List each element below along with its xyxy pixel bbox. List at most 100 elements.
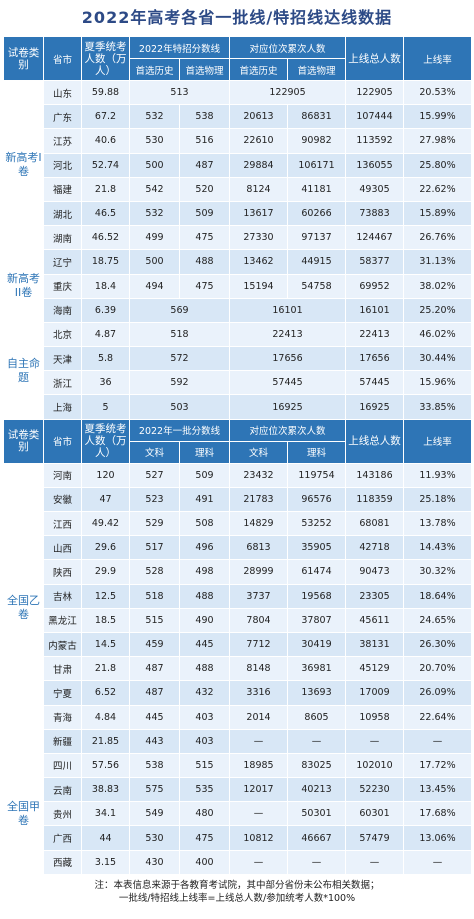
rank-cell: 22610 (229, 128, 288, 154)
rank-cell: 96576 (286, 486, 347, 513)
table-row: 黑龙江 18.5 515 490 7804 37807 45611 24.65% (4, 607, 473, 633)
rank-cell: 8605 (286, 704, 347, 730)
examinees-cell: 12.5 (81, 583, 130, 609)
rank-cell: 35905 (286, 535, 347, 561)
table-row: 甘肃 21.8 487 488 8148 36981 45129 20.70% (4, 656, 473, 682)
examinees-cell: 5 (81, 394, 130, 420)
score-cell: 475 (179, 273, 230, 299)
rate-cell: 26.09% (403, 680, 473, 706)
score-cell: 432 (179, 680, 230, 706)
examinees-cell: 59.88 (81, 79, 130, 106)
header-score-group: 2022年一批分数线 (129, 418, 230, 442)
score-cell: 529 (129, 510, 180, 537)
rank-cell: 13693 (286, 680, 347, 706)
score-cell: 500 (129, 152, 180, 178)
group-label: 全国乙卷 (3, 462, 44, 754)
table-row: 重庆 18.4 494 475 15194 54758 69952 38.02% (4, 273, 473, 299)
province-cell: 湖北 (43, 200, 82, 227)
score-cell: 487 (129, 680, 180, 706)
table-row: 宁夏 6.52 487 432 3316 13693 17009 26.09% (4, 680, 473, 706)
header-wenke-score: 文科 (129, 440, 180, 464)
table-row: 江西 49.42 529 508 14829 53252 68081 13.78% (4, 510, 473, 537)
table-row: 贵州 34.1 549 480—50301 60301 17.68% (4, 801, 473, 827)
score-cell: 503 (129, 394, 230, 420)
rank-cell: 122905 (228, 79, 347, 106)
total-cell: 42718 (345, 535, 405, 561)
examinees-cell: 29.9 (81, 559, 130, 585)
rank-cell: 12017 (229, 777, 288, 803)
total-cell: 143186 (345, 462, 405, 488)
score-cell: 517 (129, 535, 180, 561)
province-cell: 浙江 (43, 370, 82, 396)
header-physics-score: 首选物理 (179, 58, 230, 81)
province-cell: 河南 (43, 462, 82, 488)
province-cell: 安徽 (43, 486, 82, 513)
examinees-cell: 18.75 (81, 249, 130, 275)
total-cell: 16925 (345, 394, 405, 420)
rank-cell: 20613 (229, 104, 288, 130)
score-cell: 443 (129, 728, 180, 754)
rate-cell: 18.64% (403, 583, 473, 609)
total-cell: 69952 (345, 273, 405, 299)
examinees-cell: 38.83 (81, 777, 130, 803)
rank-cell: 50301 (286, 801, 347, 827)
rank-cell: 22413 (228, 321, 347, 348)
province-cell: 西藏 (43, 849, 82, 875)
table-row: 福建 21.8 542 520 8124 41181 49305 22.62% (4, 176, 473, 202)
header-examinees: 夏季统考人数（万人） (81, 36, 130, 81)
score-cell: 430 (129, 849, 180, 875)
rank-cell: 15194 (229, 273, 288, 299)
score-cell: 518 (129, 583, 180, 609)
score-cell: 400 (179, 849, 230, 875)
total-cell: 10958 (345, 704, 405, 730)
table-row: 新高考I卷 山东 59.88 513 122905 122905 20.53% (3, 79, 473, 251)
score-cell: 575 (129, 777, 180, 803)
rate-cell: 25.80% (403, 152, 473, 178)
total-cell: — (345, 849, 405, 875)
examinees-cell: 47 (81, 486, 130, 513)
rank-cell: 21783 (229, 486, 288, 513)
total-cell: 58377 (345, 249, 405, 275)
examinees-cell: 18.5 (81, 607, 130, 633)
rank-cell: 27330 (229, 225, 288, 251)
table-row: 湖南 46.52 499 475 27330 97137 124467 26.76% (4, 225, 473, 251)
header-province: 省市 (43, 418, 82, 464)
total-cell: 113592 (345, 128, 405, 154)
province-cell: 海南 (43, 297, 82, 323)
total-cell: 22413 (345, 321, 405, 348)
rate-cell: 13.78% (403, 510, 473, 537)
province-cell: 湖南 (43, 225, 82, 251)
examinees-cell: 3.15 (81, 849, 130, 875)
rate-cell: 13.45% (403, 777, 473, 803)
province-cell: 甘肃 (43, 656, 82, 682)
total-cell: 23305 (345, 583, 405, 609)
examinees-cell: 4.87 (81, 321, 130, 348)
score-cell: 475 (179, 225, 230, 251)
rank-cell: — (229, 728, 288, 754)
total-cell: 102010 (345, 752, 405, 779)
score-cell: 496 (179, 535, 230, 561)
header-rate: 上线率 (403, 418, 473, 464)
rank-cell: 19568 (286, 583, 347, 609)
rank-cell: 46667 (286, 825, 347, 851)
score-cell: 515 (129, 607, 180, 633)
header-total: 上线总人数 (345, 36, 405, 81)
score-cell: 487 (179, 152, 230, 178)
rate-cell: 27.98% (403, 128, 473, 154)
province-cell: 宁夏 (43, 680, 82, 706)
rank-cell: 41181 (286, 176, 347, 202)
rate-cell: 24.65% (403, 607, 473, 633)
rate-cell: 20.53% (403, 79, 473, 106)
rank-cell: 6813 (229, 535, 288, 561)
rank-cell: 37807 (286, 607, 347, 633)
province-cell: 天津 (43, 346, 82, 372)
examinees-cell: 40.6 (81, 128, 130, 154)
score-cell: 488 (179, 656, 230, 682)
rank-cell: 13617 (229, 200, 288, 227)
total-cell: 124467 (345, 225, 405, 251)
province-cell: 山东 (43, 79, 82, 106)
province-cell: 江西 (43, 510, 82, 537)
rank-cell: 8124 (229, 176, 288, 202)
score-cell: 530 (129, 128, 180, 154)
score-cell: 445 (129, 704, 180, 730)
